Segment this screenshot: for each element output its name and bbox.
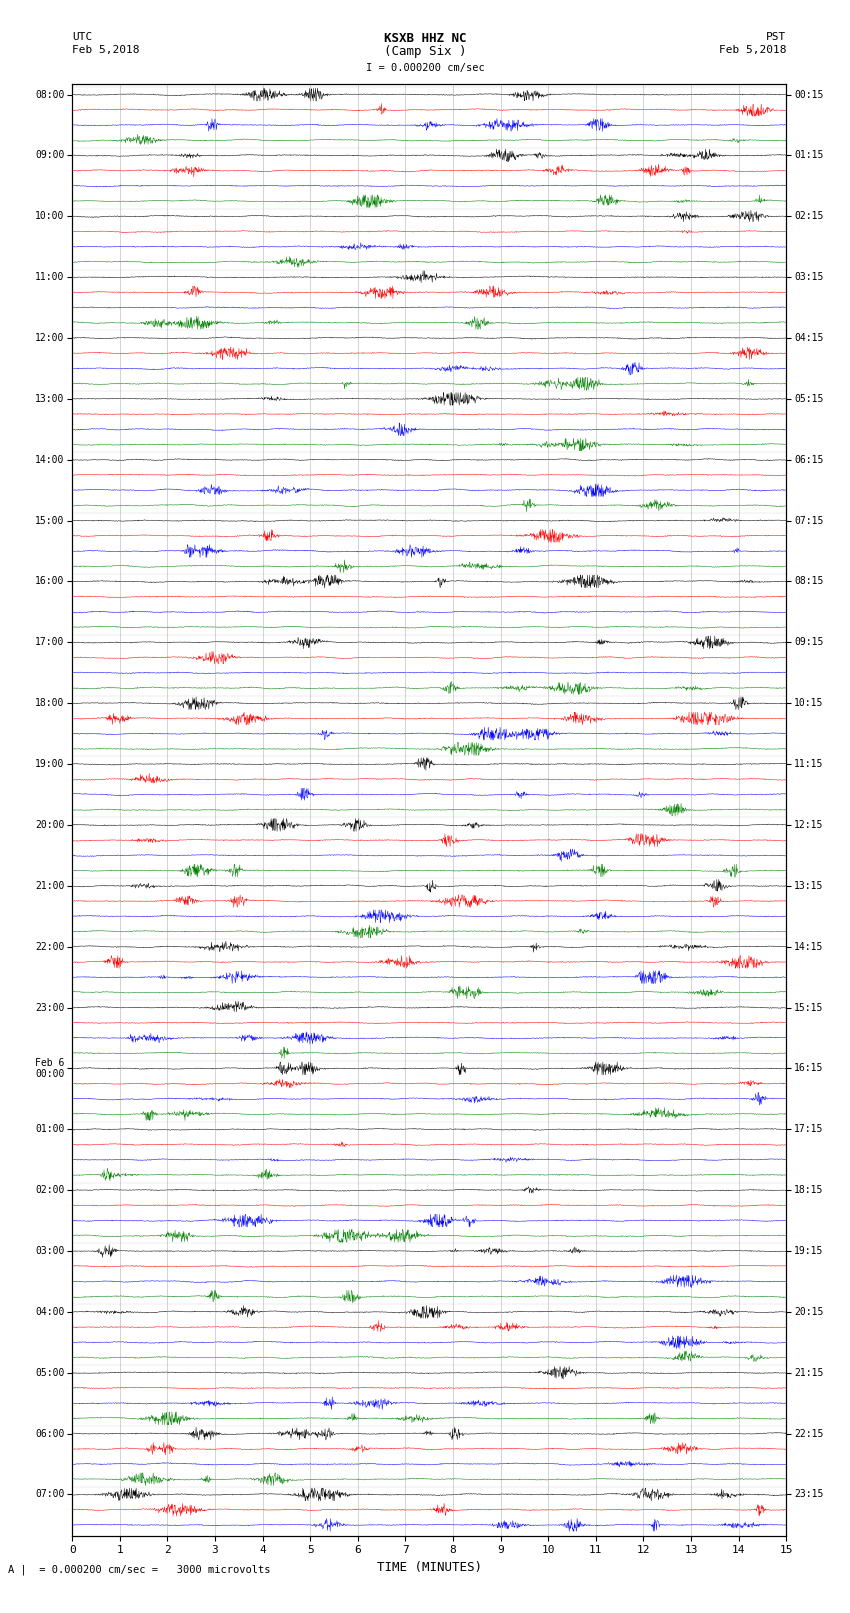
Text: Feb 5,2018: Feb 5,2018 [719, 45, 786, 55]
Text: A |  = 0.000200 cm/sec =   3000 microvolts: A | = 0.000200 cm/sec = 3000 microvolts [8, 1565, 271, 1576]
Text: I = 0.000200 cm/sec: I = 0.000200 cm/sec [366, 63, 484, 73]
Text: KSXB HHZ NC: KSXB HHZ NC [383, 32, 467, 45]
Text: (Camp Six ): (Camp Six ) [383, 45, 467, 58]
Text: Feb 5,2018: Feb 5,2018 [72, 45, 139, 55]
Text: UTC: UTC [72, 32, 93, 42]
X-axis label: TIME (MINUTES): TIME (MINUTES) [377, 1561, 482, 1574]
Text: PST: PST [766, 32, 786, 42]
